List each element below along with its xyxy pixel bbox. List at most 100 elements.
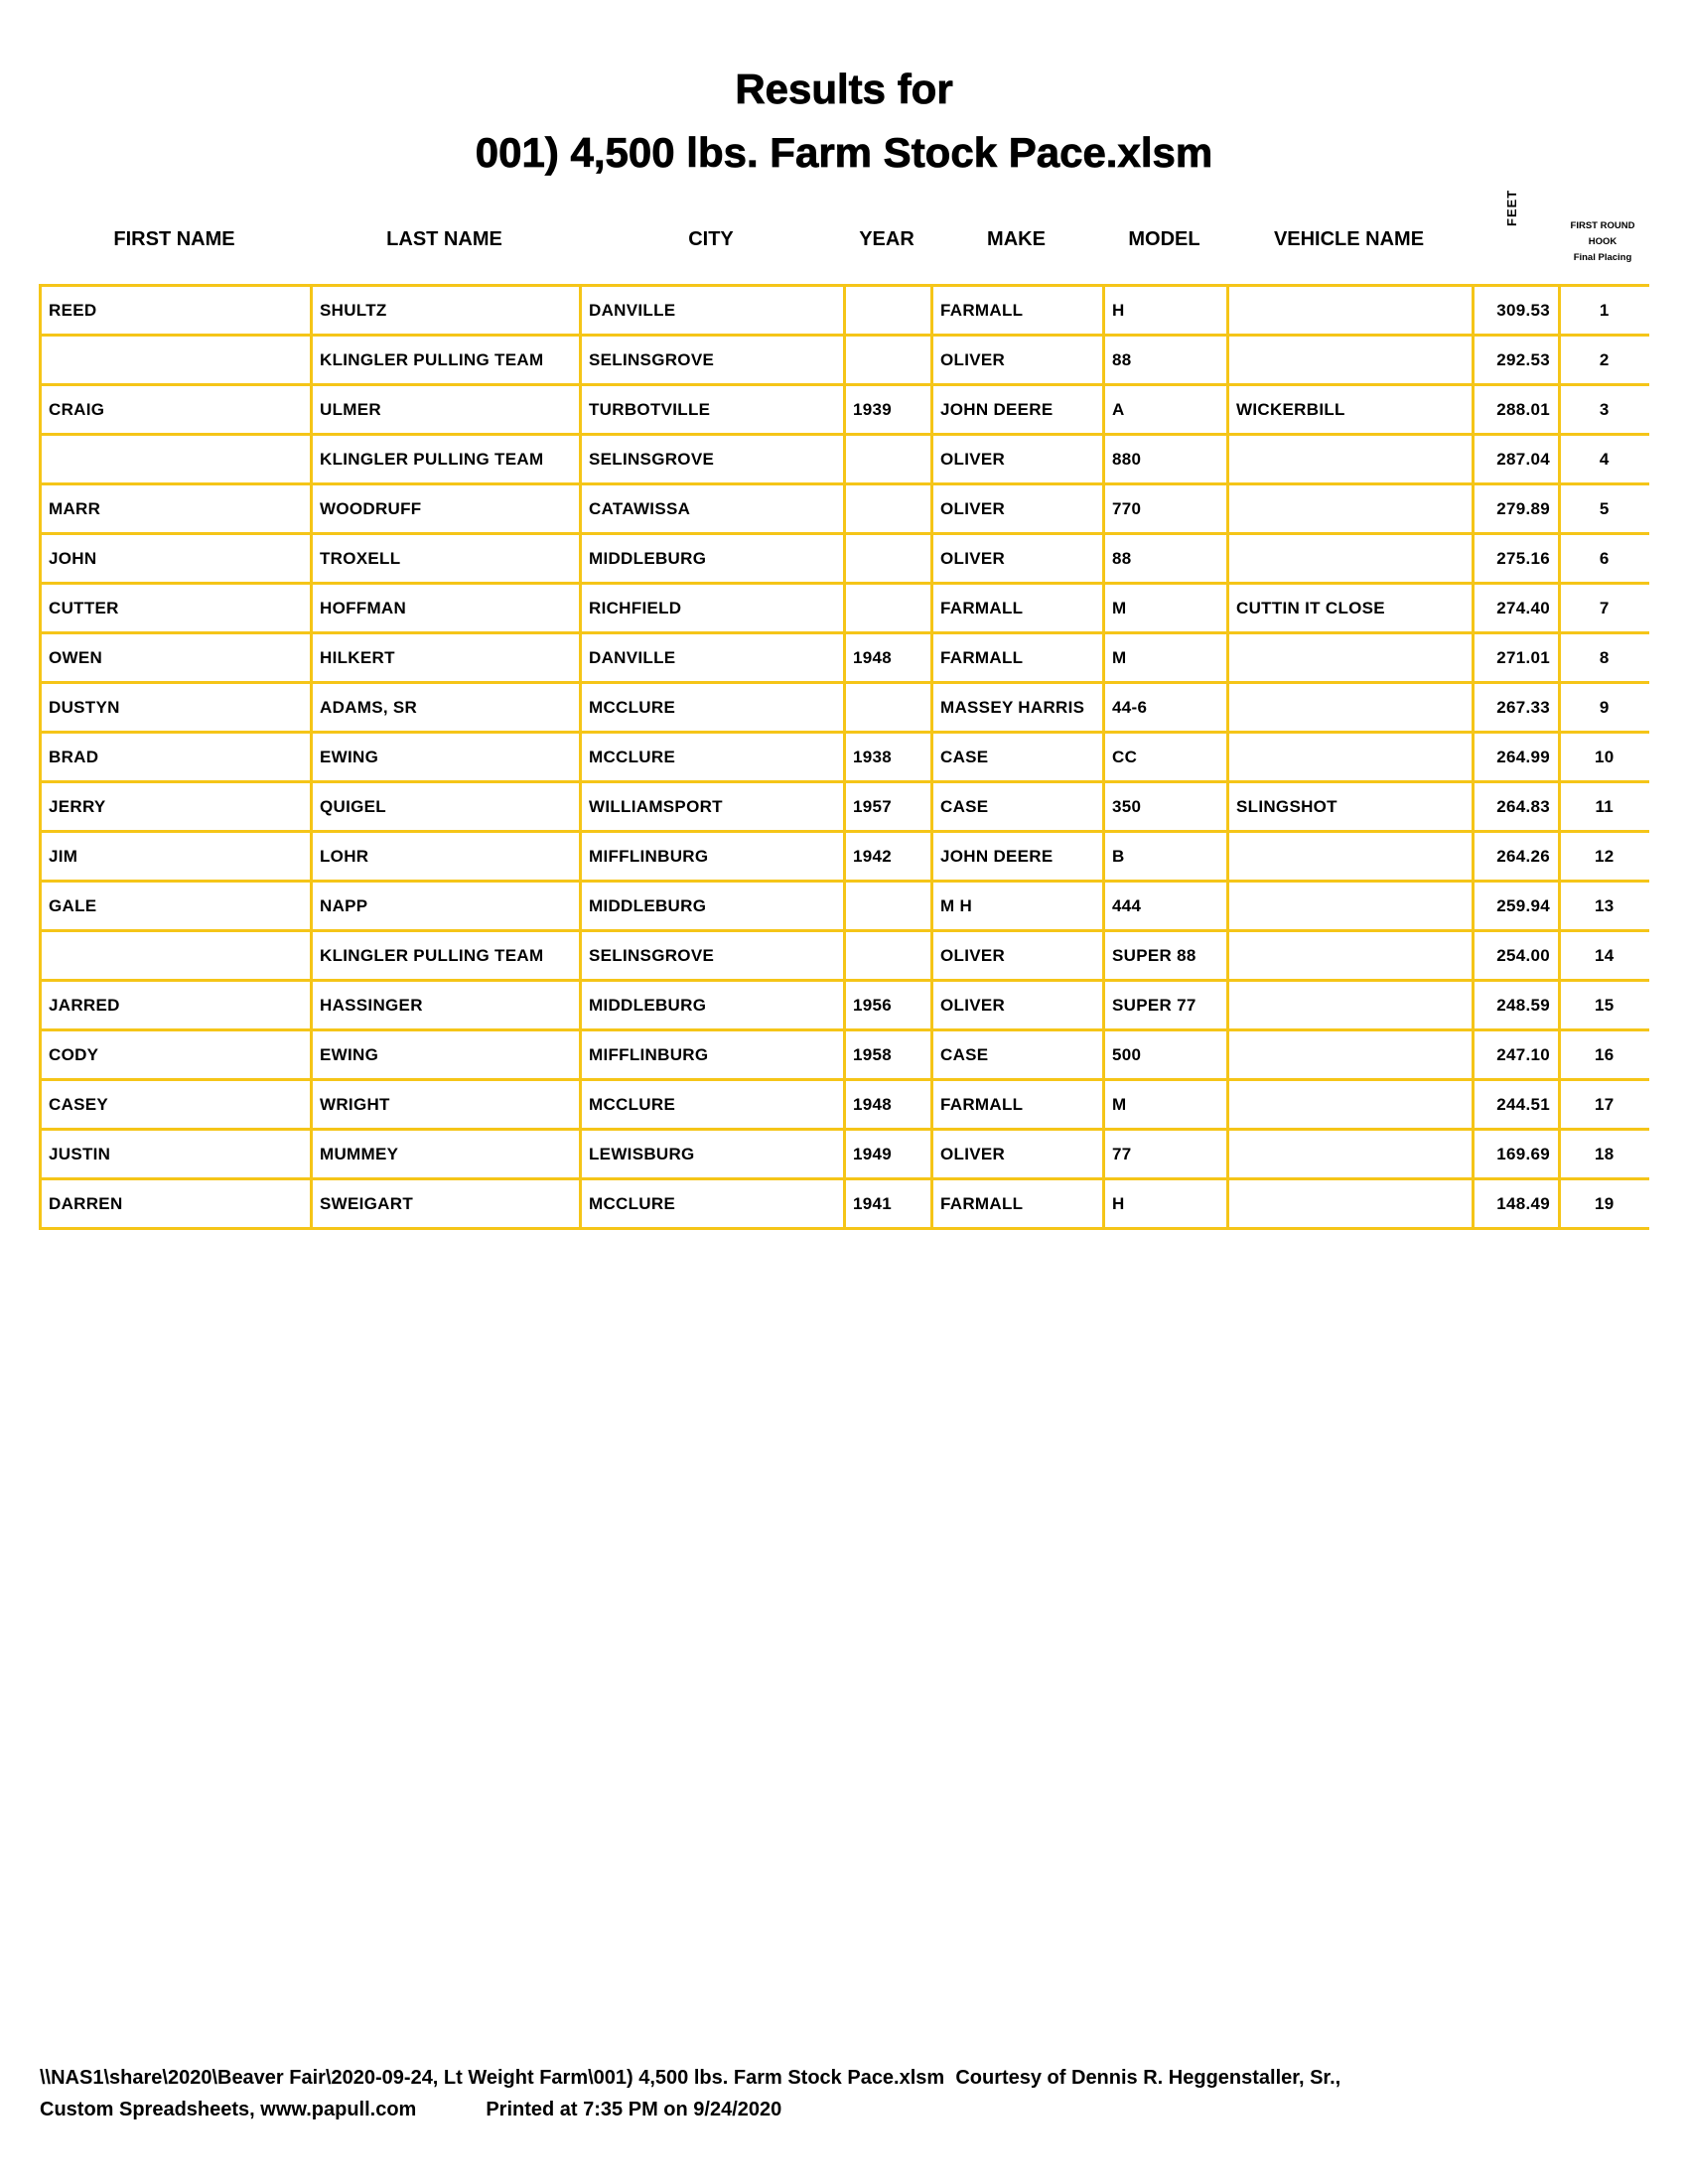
- cell-vehicle-name: CUTTIN IT CLOSE: [1226, 582, 1475, 634]
- cell-placing: 10: [1558, 731, 1649, 783]
- cell-model: 88: [1102, 532, 1229, 585]
- cell-placing: 2: [1558, 334, 1649, 386]
- cell-first-name: JOHN: [39, 532, 313, 585]
- cell-make: JOHN DEERE: [930, 830, 1105, 883]
- cell-year: 1958: [843, 1028, 933, 1081]
- cell-last-name: EWING: [310, 731, 582, 783]
- cell-feet: 267.33: [1472, 681, 1561, 734]
- cell-city: WILLIAMSPORT: [579, 780, 846, 833]
- cell-city: MCCLURE: [579, 681, 846, 734]
- table-row: JOHN TROXELL MIDDLEBURG OLIVER 88 275.16 6: [39, 532, 1649, 585]
- cell-placing: 13: [1558, 880, 1649, 932]
- cell-feet: 169.69: [1472, 1128, 1561, 1180]
- header-placing-line3: Final Placing: [1573, 252, 1632, 263]
- header-vehicle-name: VEHICLE NAME: [1273, 228, 1425, 250]
- header-year: YEAR: [859, 228, 914, 250]
- header-feet: FEET: [1504, 189, 1519, 226]
- cell-make: FARMALL: [930, 582, 1105, 634]
- cell-vehicle-name: [1226, 433, 1475, 485]
- cell-first-name: BRAD: [39, 731, 313, 783]
- table-row: JARRED HASSINGER MIDDLEBURG 1956 OLIVER SUPER…: [39, 979, 1649, 1031]
- header-first-name: FIRST NAME: [113, 228, 235, 250]
- cell-feet: 247.10: [1472, 1028, 1561, 1081]
- cell-feet: 287.04: [1472, 433, 1561, 485]
- cell-year: [843, 582, 933, 634]
- table-row: CUTTER HOFFMAN RICHFIELD FARMALL M CUTTIN IT …: [39, 582, 1649, 634]
- cell-make: FARMALL: [930, 631, 1105, 684]
- cell-make: MASSEY HARRIS: [930, 681, 1105, 734]
- cell-year: [843, 284, 933, 337]
- cell-vehicle-name: SLINGSHOT: [1226, 780, 1475, 833]
- cell-year: 1956: [843, 979, 933, 1031]
- cell-first-name: GALE: [39, 880, 313, 932]
- header-placing-line2: HOOK: [1588, 236, 1618, 247]
- cell-first-name: OWEN: [39, 631, 313, 684]
- cell-placing: 18: [1558, 1128, 1649, 1180]
- cell-placing: 1: [1558, 284, 1649, 337]
- cell-placing: 7: [1558, 582, 1649, 634]
- table-row: REED SHULTZ DANVILLE FARMALL H 309.53 1: [39, 284, 1649, 337]
- cell-vehicle-name: [1226, 482, 1475, 535]
- cell-make: OLIVER: [930, 433, 1105, 485]
- results-table: REED SHULTZ DANVILLE FARMALL H 309.53 1 KLINGLE…: [39, 284, 1649, 1230]
- cell-placing: 11: [1558, 780, 1649, 833]
- cell-feet: 264.83: [1472, 780, 1561, 833]
- header-model: MODEL: [1128, 228, 1200, 250]
- cell-last-name: EWING: [310, 1028, 582, 1081]
- cell-model: M: [1102, 582, 1229, 634]
- cell-last-name: LOHR: [310, 830, 582, 883]
- cell-city: MCCLURE: [579, 1177, 846, 1230]
- cell-city: MCCLURE: [579, 731, 846, 783]
- cell-vehicle-name: [1226, 1128, 1475, 1180]
- cell-first-name: CODY: [39, 1028, 313, 1081]
- cell-last-name: SWEIGART: [310, 1177, 582, 1230]
- cell-make: FARMALL: [930, 1078, 1105, 1131]
- cell-first-name: JERRY: [39, 780, 313, 833]
- cell-vehicle-name: [1226, 1177, 1475, 1230]
- cell-feet: 244.51: [1472, 1078, 1561, 1131]
- header-last-name: LAST NAME: [386, 228, 502, 250]
- table-row: DUSTYN ADAMS, SR MCCLURE MASSEY HARRIS 44-6 2…: [39, 681, 1649, 734]
- cell-model: 77: [1102, 1128, 1229, 1180]
- cell-year: [843, 880, 933, 932]
- cell-first-name: CUTTER: [39, 582, 313, 634]
- cell-first-name: DARREN: [39, 1177, 313, 1230]
- cell-city: MIDDLEBURG: [579, 979, 846, 1031]
- cell-last-name: HILKERT: [310, 631, 582, 684]
- cell-vehicle-name: [1226, 1028, 1475, 1081]
- cell-placing: 9: [1558, 681, 1649, 734]
- cell-vehicle-name: [1226, 284, 1475, 337]
- cell-last-name: KLINGLER PULLING TEAM: [310, 433, 582, 485]
- cell-last-name: QUIGEL: [310, 780, 582, 833]
- cell-vehicle-name: [1226, 334, 1475, 386]
- cell-make: FARMALL: [930, 1177, 1105, 1230]
- cell-feet: 274.40: [1472, 582, 1561, 634]
- cell-model: 770: [1102, 482, 1229, 535]
- cell-placing: 4: [1558, 433, 1649, 485]
- table-row: CASEY WRIGHT MCCLURE 1948 FARMALL M 244.51 17: [39, 1078, 1649, 1131]
- cell-first-name: [39, 334, 313, 386]
- cell-model: CC: [1102, 731, 1229, 783]
- cell-model: M: [1102, 631, 1229, 684]
- cell-city: SELINSGROVE: [579, 433, 846, 485]
- cell-year: [843, 334, 933, 386]
- cell-feet: 271.01: [1472, 631, 1561, 684]
- footer-line2: Custom Spreadsheets, www.papull.com Print…: [40, 2099, 781, 2121]
- cell-placing: 6: [1558, 532, 1649, 585]
- footer-credit: Custom Spreadsheets, www.papull.com: [40, 2099, 417, 2120]
- cell-last-name: TROXELL: [310, 532, 582, 585]
- cell-placing: 14: [1558, 929, 1649, 982]
- cell-make: FARMALL: [930, 284, 1105, 337]
- cell-city: MIDDLEBURG: [579, 532, 846, 585]
- cell-model: B: [1102, 830, 1229, 883]
- cell-vehicle-name: [1226, 979, 1475, 1031]
- header-make: MAKE: [987, 228, 1046, 250]
- cell-city: MIDDLEBURG: [579, 880, 846, 932]
- cell-city: DANVILLE: [579, 631, 846, 684]
- cell-first-name: JUSTIN: [39, 1128, 313, 1180]
- cell-make: OLIVER: [930, 334, 1105, 386]
- cell-vehicle-name: [1226, 830, 1475, 883]
- cell-year: 1949: [843, 1128, 933, 1180]
- cell-vehicle-name: WICKERBILL: [1226, 383, 1475, 436]
- cell-city: MCCLURE: [579, 1078, 846, 1131]
